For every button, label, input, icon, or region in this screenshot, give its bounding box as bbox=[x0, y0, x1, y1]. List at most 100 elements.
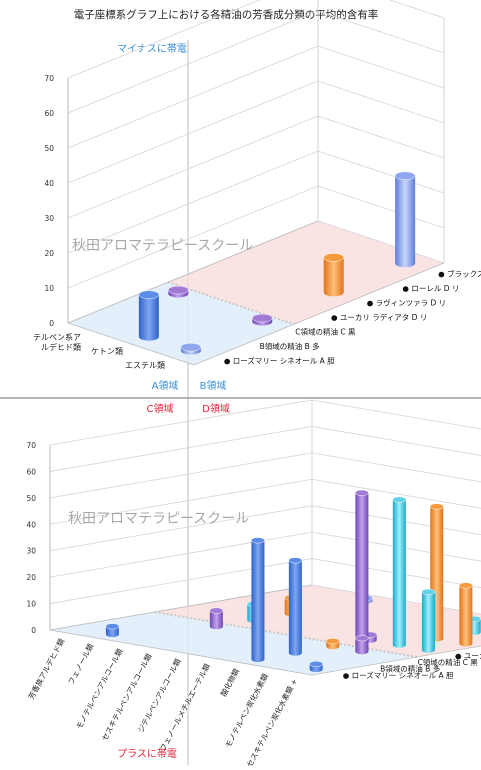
x-tick-label: 芳香族アルデヒド類 bbox=[26, 636, 67, 701]
bar bbox=[459, 582, 473, 647]
bar-top bbox=[323, 253, 344, 262]
watermark: 秋田アロマテラピースクール bbox=[68, 511, 249, 527]
bar bbox=[168, 285, 189, 298]
minus-charge-label: マイナスに帯電 bbox=[117, 42, 187, 55]
gridline bbox=[67, 0, 445, 79]
chart-top: 0 10 20 30 40 50 60 70 秋田アロマテラピースクールテルペン系アルデヒド類ケ… bbox=[33, 0, 481, 370]
bar-body bbox=[251, 537, 265, 663]
x-tick-label: フェノール類 bbox=[65, 641, 95, 686]
bar-body bbox=[355, 490, 369, 655]
bar bbox=[105, 623, 120, 638]
bar-top bbox=[394, 171, 416, 181]
bar bbox=[209, 607, 224, 630]
bar-top bbox=[326, 638, 340, 645]
floor-edge bbox=[67, 262, 445, 366]
bar-top bbox=[288, 557, 303, 564]
x-tick-label: テルペン系アルデヒド類 bbox=[33, 332, 81, 352]
x-tick-label: ケトン類 bbox=[91, 346, 123, 356]
bar bbox=[180, 342, 202, 355]
gridline bbox=[49, 426, 481, 472]
gridline bbox=[49, 531, 481, 578]
bar bbox=[421, 588, 436, 653]
series-label: B領域の精油 B 多 bbox=[260, 341, 321, 351]
gridline bbox=[67, 115, 445, 219]
bar bbox=[355, 635, 369, 655]
bar-top bbox=[105, 623, 120, 630]
bar bbox=[392, 496, 407, 648]
bar bbox=[355, 489, 369, 655]
y-tick-label: 0 bbox=[31, 626, 36, 635]
x-tick-label: エステル類 bbox=[125, 360, 165, 370]
x-tick-label-line: エステル類 bbox=[125, 360, 165, 370]
gridline bbox=[67, 10, 445, 114]
gridline bbox=[67, 45, 445, 149]
y-tick-label: 70 bbox=[26, 441, 36, 450]
y-tick-label: 20 bbox=[26, 573, 36, 582]
y-tick-label: 60 bbox=[26, 467, 36, 476]
y-tick-label: 50 bbox=[44, 144, 54, 153]
bar bbox=[288, 557, 303, 656]
series-label: ● ローレル D リ bbox=[402, 284, 459, 293]
bar-body bbox=[421, 589, 435, 653]
floor-edge bbox=[49, 584, 313, 631]
bar bbox=[323, 253, 344, 297]
floor-region-blue bbox=[68, 282, 294, 365]
x-tick-label: 酸化物類 bbox=[218, 666, 241, 698]
floor-edge bbox=[49, 629, 481, 676]
floor-region-blue bbox=[50, 612, 417, 675]
floor-edge bbox=[67, 220, 319, 324]
bar bbox=[251, 537, 265, 663]
bar-top bbox=[430, 503, 444, 510]
bar bbox=[394, 171, 416, 268]
floor-region-pink bbox=[168, 221, 444, 325]
y-tick-label: 30 bbox=[26, 547, 36, 556]
bar-top bbox=[209, 607, 224, 614]
y-tick-label: 30 bbox=[44, 214, 54, 223]
chart-title: 電子座標系グラフ上における各精油の芳香成分類の平均的含有率 bbox=[74, 8, 379, 21]
bar bbox=[138, 290, 160, 341]
region-d-label: D領域 bbox=[202, 402, 230, 415]
series-label: ● ユーカリ ラディアタ D リ bbox=[455, 651, 481, 661]
x-tick-label-line: ケトン類 bbox=[91, 346, 123, 356]
bar-top bbox=[309, 660, 323, 668]
bar bbox=[252, 313, 273, 326]
bar-body bbox=[138, 290, 159, 341]
bar-body bbox=[395, 171, 416, 268]
region-b-label: B領域 bbox=[200, 379, 227, 392]
y-tick-label: 10 bbox=[44, 284, 54, 293]
gridline bbox=[67, 80, 445, 184]
gridline bbox=[49, 399, 481, 446]
series-label: B領域の精油 B 多 bbox=[380, 663, 441, 673]
y-tick-label: 50 bbox=[26, 494, 36, 503]
y-tick-label: 40 bbox=[44, 179, 54, 188]
y-tick-label: 70 bbox=[44, 74, 54, 83]
bar-top bbox=[180, 342, 202, 352]
x-tick-label-line: テルペン系ア bbox=[33, 332, 81, 342]
y-tick-label: 60 bbox=[44, 109, 54, 118]
bar-top bbox=[421, 588, 436, 595]
y-tick-label: 10 bbox=[26, 600, 36, 609]
bar bbox=[326, 638, 340, 650]
bar-top bbox=[252, 313, 273, 323]
series-label: ● ユーカリ ラディアタ D リ bbox=[331, 312, 427, 322]
bar-body bbox=[288, 557, 302, 656]
bar-top bbox=[355, 635, 369, 642]
y-tick-label: 0 bbox=[49, 319, 54, 328]
series-label: ● ローズマリー シネオール A 胆 bbox=[224, 356, 335, 366]
watermark: 秋田アロマテラピースクール bbox=[72, 238, 253, 254]
bar-body bbox=[323, 253, 344, 297]
plus-charge-label: プラスに帯電 bbox=[117, 747, 177, 760]
y-tick-label: 40 bbox=[26, 520, 36, 529]
bar-body bbox=[392, 496, 406, 648]
series-label: ● ブラックスプルース D リ bbox=[438, 268, 481, 278]
series-label: C領域の精油 C 黒 bbox=[295, 327, 356, 337]
x-tick-label-line: ルデヒド類 bbox=[41, 342, 81, 352]
region-c-label: C領域 bbox=[147, 402, 174, 415]
bar-top bbox=[168, 285, 189, 295]
series-label: ● ラヴィンツァラ D リ bbox=[367, 297, 446, 307]
bar-top bbox=[355, 489, 369, 496]
bar bbox=[309, 660, 323, 673]
gridline bbox=[49, 452, 481, 499]
